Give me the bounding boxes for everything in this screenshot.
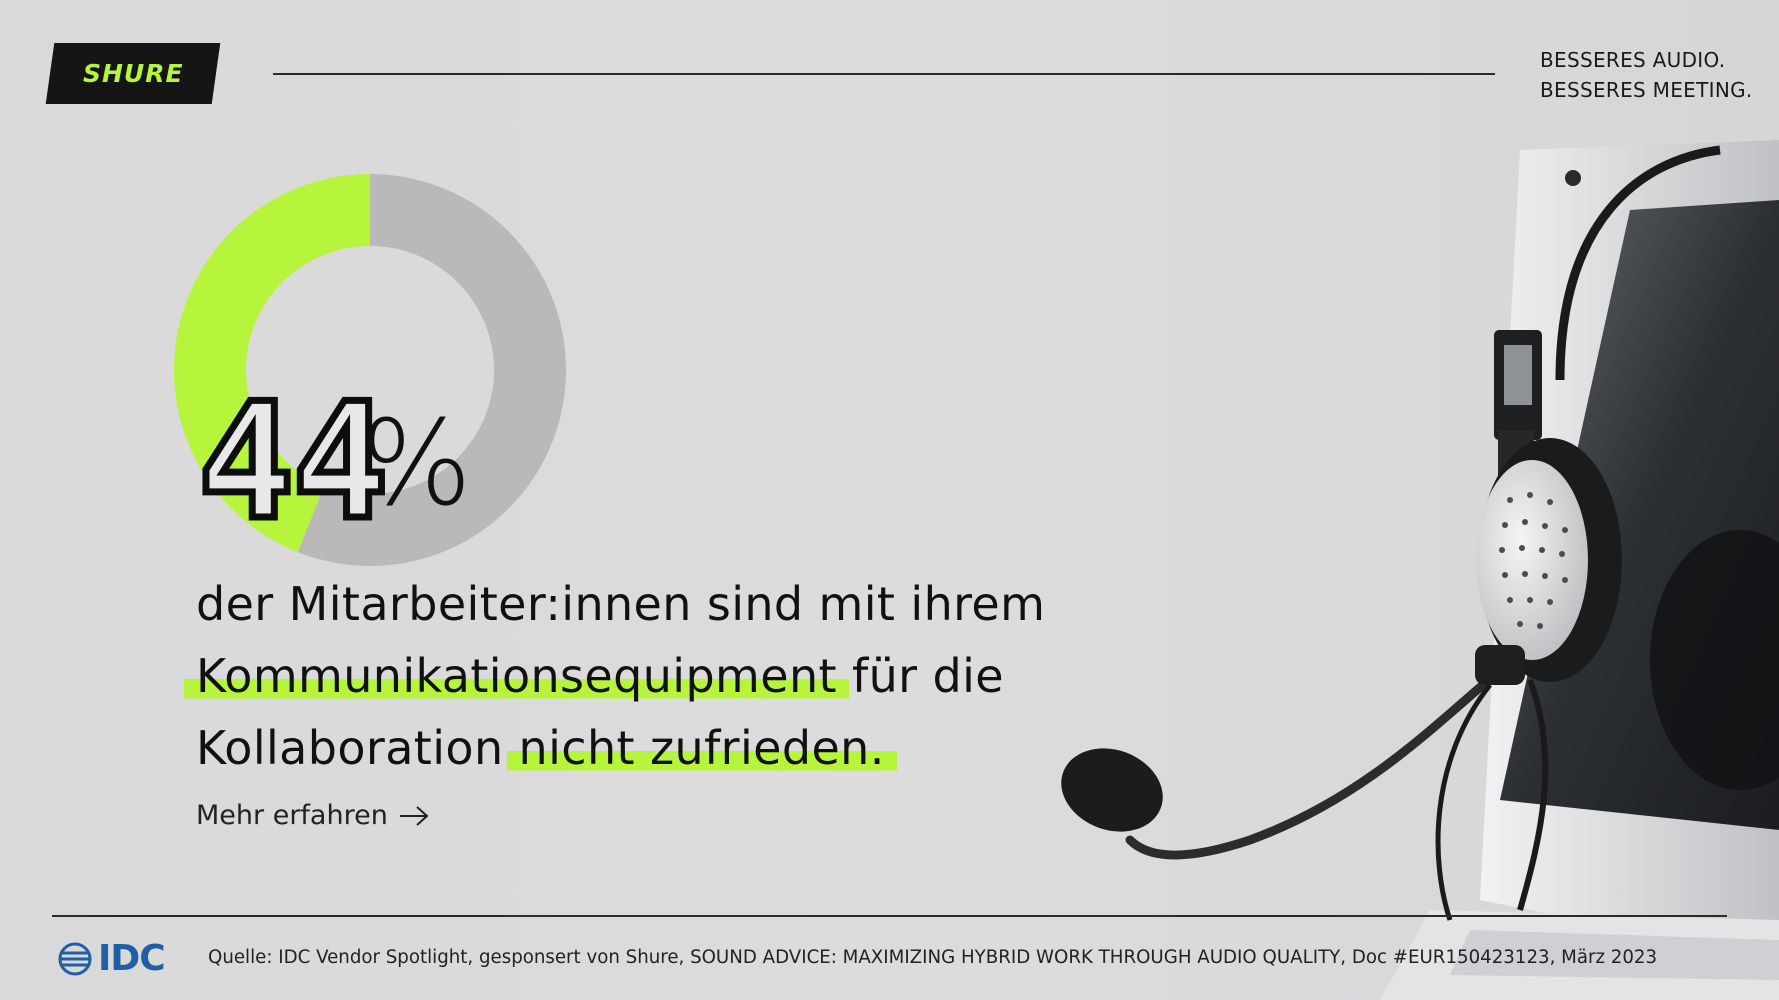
- stat-percent-symbol: %: [360, 394, 473, 532]
- headline-line-3-start: Kollaboration: [196, 721, 519, 775]
- donut-chart: [173, 174, 566, 566]
- shure-logo[interactable]: SHURE: [45, 43, 221, 104]
- arrow-right-icon: [399, 805, 429, 826]
- idc-logo-text: IDC: [98, 938, 166, 979]
- headline-line-1: der Mitarbeiter:innen sind mit ihrem: [196, 577, 1046, 631]
- highlight-equipment: Kommunikationsequipment: [184, 649, 849, 703]
- top-divider: [273, 73, 1495, 75]
- idc-logo: IDC: [58, 938, 166, 979]
- headset-laptop-photo: [1061, 140, 1779, 1000]
- donut-slice-remainder: [297, 174, 566, 566]
- stat-number: 44: [195, 368, 393, 555]
- learn-more-label: Mehr erfahren: [196, 800, 388, 831]
- learn-more-link[interactable]: Mehr erfahren: [196, 800, 430, 831]
- source-citation: Quelle: IDC Vendor Spotlight, gesponsert…: [208, 947, 1658, 968]
- idc-globe-icon: [58, 942, 92, 975]
- headline-line-2: Kommunikationsequipment für die: [184, 640, 1196, 712]
- shure-logo-text: SHURE: [82, 59, 184, 88]
- headline-line-2-rest: für die: [836, 649, 1004, 703]
- tagline-line-1: BESSERES AUDIO.: [1540, 48, 1726, 72]
- headline-line-3: Kollaboration nicht zufrieden.: [196, 712, 1196, 784]
- tagline: BESSERES AUDIO. BESSERES MEETING.: [1540, 45, 1753, 105]
- headline: der Mitarbeiter:innen sind mit ihrem Kom…: [184, 568, 1196, 784]
- tagline-line-2: BESSERES MEETING.: [1540, 78, 1753, 102]
- bottom-divider: [52, 915, 1727, 917]
- highlight-not-satisfied: nicht zufrieden.: [506, 721, 897, 775]
- donut-slice-dissatisfied: [173, 174, 370, 553]
